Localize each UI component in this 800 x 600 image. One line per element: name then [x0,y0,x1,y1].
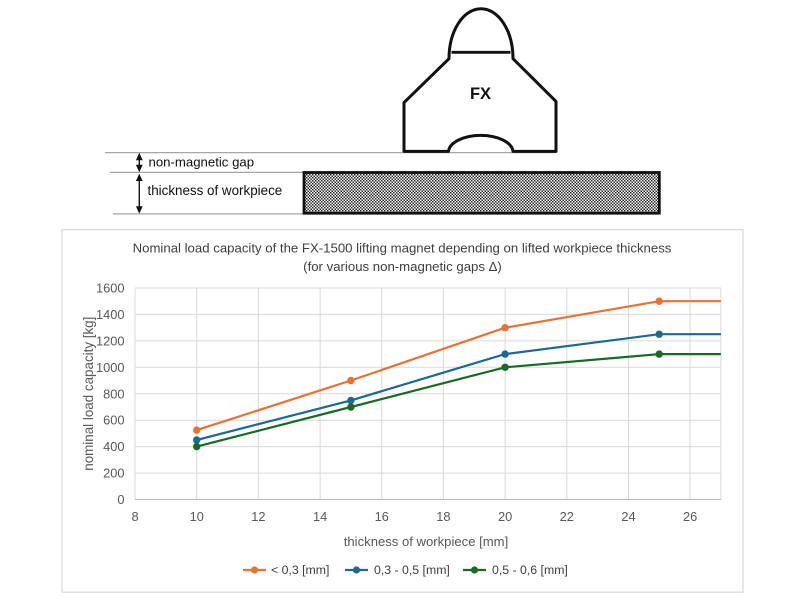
svg-text:14: 14 [313,509,327,524]
svg-text:1600: 1600 [96,281,124,296]
svg-text:thickness of workpiece: thickness of workpiece [148,183,283,198]
svg-text:non-magnetic gap: non-magnetic gap [149,154,255,169]
svg-text:nominal load capacity [kg]: nominal load capacity [kg] [81,317,96,471]
svg-text:12: 12 [251,509,265,524]
svg-text:200: 200 [103,466,124,481]
svg-text:18: 18 [436,509,450,524]
svg-text:20: 20 [498,509,512,524]
svg-text:Nominal load capacity of the F: Nominal load capacity of the FX-1500 lif… [133,241,672,256]
svg-text:0,3 - 0,5 [mm]: 0,3 - 0,5 [mm] [374,563,450,577]
svg-text:1200: 1200 [96,333,124,348]
svg-text:26: 26 [683,509,697,524]
svg-text:800: 800 [103,386,124,401]
svg-text:8: 8 [131,509,138,524]
svg-text:400: 400 [103,439,124,454]
svg-text:600: 600 [103,413,124,428]
svg-text:0: 0 [117,492,124,507]
svg-text:16: 16 [375,509,389,524]
svg-text:FX: FX [470,85,491,103]
svg-text:< 0,3 [mm]: < 0,3 [mm] [271,563,329,577]
svg-text:24: 24 [621,509,635,524]
svg-text:1000: 1000 [96,360,124,375]
svg-text:22: 22 [560,509,574,524]
svg-text:(for various non-magnetic gaps: (for various non-magnetic gaps Δ) [303,259,502,274]
svg-text:1400: 1400 [96,307,124,322]
svg-text:0,5 - 0,6 [mm]: 0,5 - 0,6 [mm] [492,563,568,577]
svg-text:10: 10 [190,509,204,524]
svg-text:thickness of workpiece [mm]: thickness of workpiece [mm] [344,534,508,549]
